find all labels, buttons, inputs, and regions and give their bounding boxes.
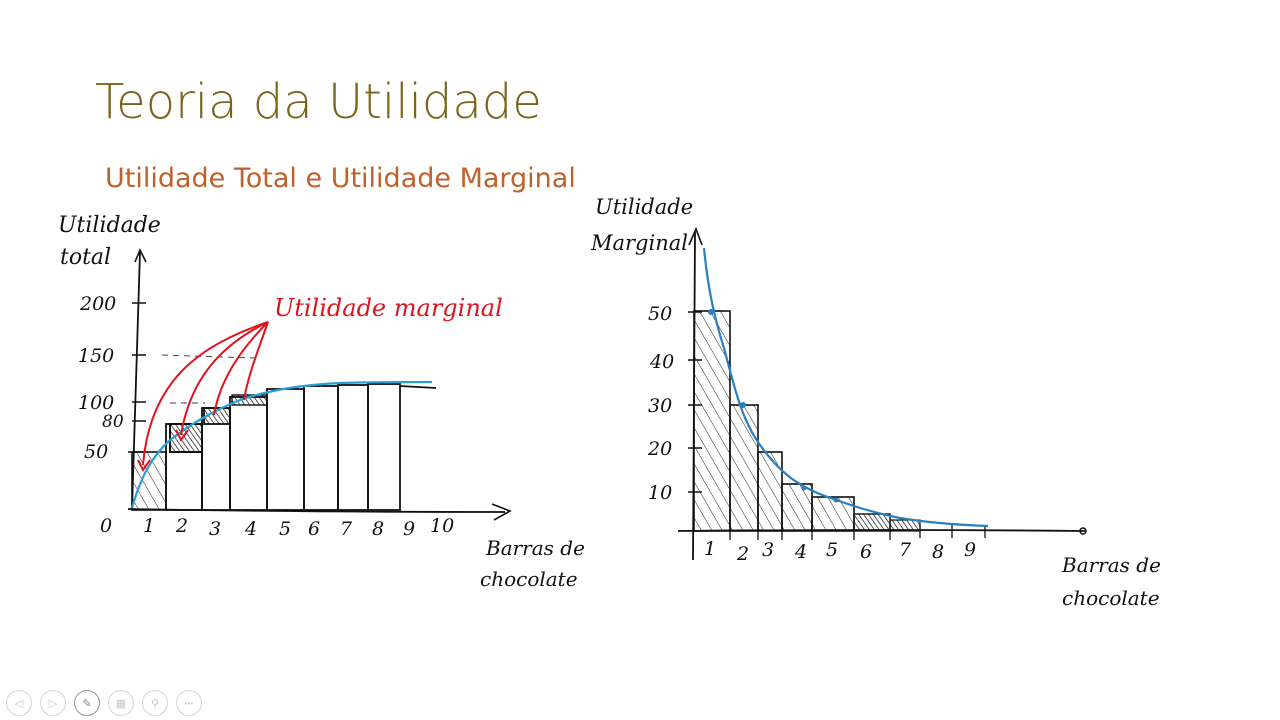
marginal-x-label-1: Barras de xyxy=(1061,553,1161,577)
svg-text:10: 10 xyxy=(648,482,672,504)
previous-slide-button[interactable]: ◁ xyxy=(6,690,32,716)
total-utility-curve xyxy=(130,380,433,509)
marginal-utility-bars xyxy=(693,310,921,532)
svg-text:8: 8 xyxy=(372,518,384,540)
marginal-y-label-1: Utilidade xyxy=(595,195,693,219)
marginal-annotation-arrows xyxy=(137,321,269,472)
svg-text:200: 200 xyxy=(79,293,116,315)
total-y-label-2: total xyxy=(60,245,111,270)
total-y-ticks: 200 150 100 80 50 xyxy=(78,293,146,463)
next-slide-button[interactable]: ▷ xyxy=(40,690,66,716)
svg-text:2: 2 xyxy=(175,515,188,537)
svg-text:7: 7 xyxy=(340,518,353,540)
pen-button[interactable]: ✎ xyxy=(74,690,100,716)
marginal-x-ticks: 1 2 3 4 5 6 7 8 9 xyxy=(704,525,986,565)
svg-text:6: 6 xyxy=(860,541,872,563)
magnifier-icon: ⚲ xyxy=(150,697,160,710)
svg-text:50: 50 xyxy=(84,441,108,463)
total-y-label-1: Utilidade xyxy=(58,213,161,238)
marginal-x-label-2: chocolate xyxy=(1062,586,1160,610)
svg-text:6: 6 xyxy=(308,518,320,540)
svg-text:10: 10 xyxy=(430,515,454,537)
svg-text:150: 150 xyxy=(78,345,114,367)
marginal-utility-annotation: Utilidade marginal xyxy=(274,294,503,322)
svg-text:5: 5 xyxy=(279,518,291,540)
total-x-label-1: Barras de xyxy=(485,536,585,560)
svg-text:4: 4 xyxy=(244,518,257,540)
slide-subtitle: Utilidade Total e Utilidade Marginal xyxy=(105,163,576,194)
svg-text:80: 80 xyxy=(102,412,124,432)
svg-text:9: 9 xyxy=(403,518,415,540)
svg-text:1: 1 xyxy=(704,538,716,560)
next-icon: ▷ xyxy=(48,697,58,710)
slides-grid-icon: ▦ xyxy=(115,697,127,710)
svg-text:40: 40 xyxy=(649,351,674,373)
svg-text:50: 50 xyxy=(648,303,672,325)
svg-text:5: 5 xyxy=(826,539,838,561)
svg-text:7: 7 xyxy=(899,539,912,561)
svg-text:3: 3 xyxy=(762,539,774,561)
slides-view-button[interactable]: ▦ xyxy=(108,690,134,716)
svg-text:4: 4 xyxy=(794,541,807,563)
svg-text:8: 8 xyxy=(932,541,944,563)
total-x-ticks: 0 1 2 3 4 5 6 7 8 9 10 xyxy=(100,515,454,540)
marginal-utility-chart: Utilidade Marginal 50 40 30 20 10 xyxy=(590,195,1161,610)
svg-text:100: 100 xyxy=(78,392,114,414)
slide-title: Teoria da Utilidade xyxy=(95,74,542,130)
svg-text:2: 2 xyxy=(736,543,749,565)
total-utility-bars xyxy=(131,383,437,511)
pen-icon: ✎ xyxy=(82,697,92,710)
svg-text:20: 20 xyxy=(647,438,672,460)
svg-text:0: 0 xyxy=(100,515,112,537)
svg-text:9: 9 xyxy=(964,539,976,561)
previous-icon: ◁ xyxy=(14,697,24,710)
total-x-label-2: chocolate xyxy=(480,567,578,591)
zoom-button[interactable]: ⚲ xyxy=(142,690,168,716)
marginal-utility-curve xyxy=(702,247,989,528)
marginal-y-label-2: Marginal xyxy=(590,231,688,255)
ellipsis-icon: ••• xyxy=(184,698,194,708)
svg-text:3: 3 xyxy=(209,518,221,540)
slideshow-toolbar: ◁ ▷ ✎ ▦ ⚲ ••• xyxy=(6,690,202,716)
svg-text:30: 30 xyxy=(648,395,672,417)
svg-text:1: 1 xyxy=(143,515,155,537)
total-utility-chart: Utilidade total 200 150 100 80 50 xyxy=(58,213,585,591)
more-options-button[interactable]: ••• xyxy=(176,690,202,716)
